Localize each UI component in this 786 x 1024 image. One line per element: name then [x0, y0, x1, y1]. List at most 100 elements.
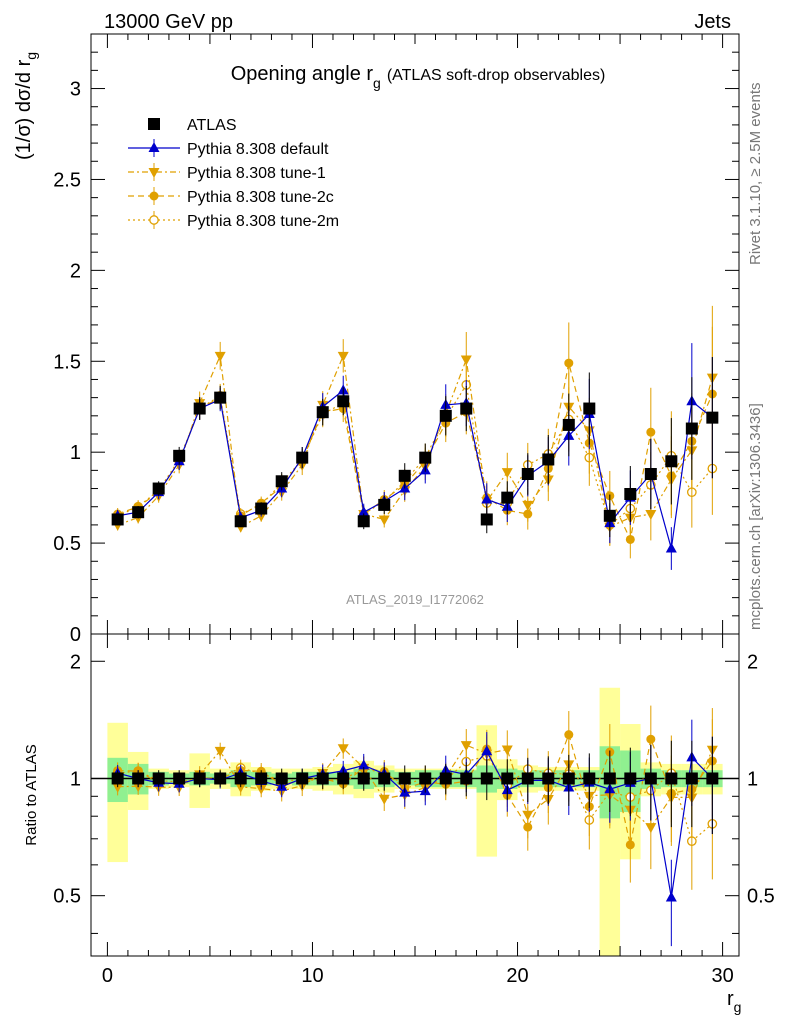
- legend-marker: [148, 118, 160, 130]
- ratio-point: [460, 772, 473, 785]
- legend-label: Pythia 8.308 tune-2c: [187, 189, 334, 206]
- ratio-point: [358, 759, 370, 770]
- legend-label: ATLAS: [187, 117, 237, 134]
- ratio-point: [562, 772, 575, 785]
- legend-marker: [149, 215, 159, 225]
- x-tick-label: 30: [711, 965, 733, 987]
- ratio-point: [235, 782, 247, 793]
- data-point: [296, 451, 309, 464]
- ratio-tick-label: 1: [70, 768, 81, 790]
- ratio-tick-label-right: 1: [747, 768, 758, 790]
- ratio-point: [460, 741, 472, 752]
- series-square: [111, 357, 719, 835]
- x-tick-label: 0: [102, 965, 113, 987]
- legend-marker: [149, 191, 159, 201]
- ratio-point: [378, 794, 390, 805]
- plot-title-main: Opening angle r: [231, 63, 374, 85]
- ratio-point: [398, 772, 411, 785]
- y-tick-label: 2: [70, 260, 81, 282]
- ratio-point: [564, 730, 574, 740]
- data-point: [111, 513, 124, 526]
- data-point: [152, 482, 165, 495]
- data-point: [234, 515, 247, 528]
- ratio-point: [316, 772, 329, 785]
- data-point: [378, 498, 391, 511]
- data-point: [564, 358, 574, 368]
- data-point: [193, 402, 206, 415]
- ratio-uncertainty-bands: [91, 687, 739, 956]
- ratio-point: [296, 772, 309, 785]
- ratio-point: [357, 772, 370, 785]
- x-axis-label-text: r: [727, 988, 734, 1010]
- ratio-point: [583, 772, 596, 785]
- data-point: [173, 449, 186, 462]
- ratio-point: [214, 772, 227, 785]
- data-point: [665, 455, 678, 468]
- ratio-point: [112, 782, 124, 793]
- y-tick-label: 0.5: [53, 533, 81, 555]
- side-label-top: Rivet 3.1.10, ≥ 2.5M events: [747, 83, 764, 266]
- ratio-point: [603, 772, 616, 785]
- ratio-point: [646, 734, 656, 744]
- ratio-tick-label: 0.5: [53, 886, 81, 908]
- plot-title: Opening angle rg (ATLAS soft-drop observa…: [231, 63, 606, 91]
- ratio-point: [644, 772, 657, 785]
- data-point: [624, 488, 637, 500]
- ratio-tick-label: 2: [70, 651, 81, 673]
- ratio-point: [706, 772, 719, 785]
- ratio-tick-label-right: 2: [747, 651, 758, 673]
- y-axis-label-main-sub: g: [23, 52, 39, 60]
- ratio-point: [275, 772, 288, 785]
- side-label-bottom: mcplots.cern.ch [arXiv:1306.3436]: [747, 403, 764, 630]
- x-axis-label-sub: g: [734, 999, 742, 1015]
- data-point: [603, 509, 616, 522]
- y-tick-label: 0: [70, 624, 81, 646]
- y-axis-label-main-text: (1/σ) dσ/d r: [13, 59, 35, 160]
- data-point: [214, 391, 227, 404]
- ratio-point: [255, 772, 268, 785]
- analysis-watermark: ATLAS_2019_I1772062: [346, 592, 484, 607]
- data-point: [132, 506, 145, 519]
- ratio-point: [501, 745, 513, 756]
- tick-labels: 0 10 20 30 0 0.5 1 1.5 2 2.5 3 0.5 0.5 1 1 2 2: [53, 79, 775, 987]
- legend-label: Pythia 8.308 default: [187, 141, 329, 158]
- data-point: [398, 469, 411, 482]
- ratio-point: [624, 772, 637, 785]
- ratio-point: [419, 772, 432, 785]
- data-point: [419, 451, 432, 464]
- data-point: [665, 542, 677, 553]
- data-point: [646, 427, 656, 437]
- data-point: [316, 406, 329, 419]
- series-line-ratio: [117, 744, 713, 829]
- data-point: [645, 510, 657, 520]
- ratio-point: [439, 772, 452, 785]
- y-tick-label: 1.5: [53, 351, 81, 373]
- data-point: [357, 515, 370, 528]
- y-tick-label: 1: [70, 442, 81, 464]
- ratio-point: [645, 823, 657, 834]
- ratio-point: [501, 772, 514, 785]
- ratio-point: [111, 772, 124, 785]
- ratio-point: [132, 782, 144, 793]
- legend-label: Pythia 8.308 tune-1: [187, 165, 326, 182]
- data-point: [337, 351, 349, 362]
- data-point: [358, 506, 370, 517]
- series-line-main: [117, 362, 713, 542]
- data-point: [481, 493, 493, 504]
- x-axis-label: rg: [727, 988, 741, 1015]
- y-tick-label: 3: [70, 79, 81, 101]
- ratio-point: [665, 772, 678, 785]
- data-point: [685, 422, 698, 435]
- header-right: Jets: [694, 11, 731, 33]
- ratio-point: [481, 745, 493, 756]
- ratio-point: [337, 744, 349, 755]
- data-point: [275, 475, 288, 488]
- ratio-point: [193, 772, 206, 785]
- ratio-point: [152, 772, 165, 785]
- data-point: [583, 402, 596, 415]
- data-point: [562, 418, 575, 431]
- data-point: [337, 395, 350, 408]
- series-line-main: [117, 389, 713, 549]
- data-point: [439, 409, 452, 422]
